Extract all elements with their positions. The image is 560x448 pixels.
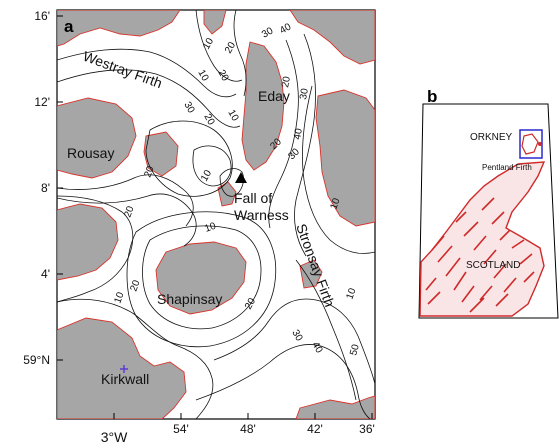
depth-label: 40 [278,21,294,36]
panel-a-letter: a [64,17,74,36]
triangle-icon [235,172,247,183]
depth-label: 50 [348,343,362,357]
contour-kirkwall [57,298,214,419]
depth-label: 20 [243,296,258,312]
label-shapinsay: Shapinsay [157,291,222,307]
depth-label: 20 [201,112,216,128]
depth-label: 30 [289,328,304,344]
land-stronsay [315,89,375,227]
contour-mainland-west [57,195,134,303]
depth-label: 10 [195,68,210,84]
contour-north-channel-2 [233,10,247,97]
contour-centre-loop-2 [192,145,232,187]
depth-label: 30 [298,87,311,100]
depth-label: 30 [260,25,276,40]
land-rousay [57,97,137,179]
contour-rousay-ring-2 [57,193,197,247]
depth-label: 20 [128,278,142,293]
depth-label: 40 [292,127,305,140]
contour-westray [57,48,237,98]
contour-westray-2 [57,69,241,128]
depth-label: 40 [309,340,324,356]
depth-label: 20 [142,164,156,179]
land-islet-east [299,259,323,289]
contour-stronsay-west [302,85,375,254]
lon-label-42: 42' [307,422,323,436]
depth-label: 20 [280,75,293,88]
lat-label-8: 8' [41,181,50,195]
contour-east-deep [295,259,357,401]
land-bottom-right [295,395,375,419]
depth-label: 10 [203,221,218,235]
depth-label: 20 [223,40,238,56]
label-pentland-firth: Pentland Firth [482,163,532,172]
panel-b-letter: b [427,87,437,106]
label-scotland: SCOTLAND [466,260,520,271]
label-fall-of: Fall of [234,190,272,206]
lon-label-48: 48' [240,422,256,436]
label-warness: Warness [234,207,289,223]
depth-label: 20 [215,68,230,84]
panel-a-map: 16' 12' 8' 4' 59°N 3°W 54' 48' 42' 36' a… [23,9,376,445]
depth-label: 10 [225,108,240,124]
orkney-islands [521,133,539,155]
kirkwall-marker-icon [120,365,128,373]
label-kirkwall: Kirkwall [101,371,149,387]
contour-eday-east-2 [294,33,316,257]
contour-rousay-ring [57,174,194,227]
contour-centre-loop [145,120,233,197]
contour-eday-east [268,39,299,229]
scotland-mainland [419,161,546,317]
land-north-islet [203,10,227,35]
land-egilsay [143,131,179,177]
depth-label: 30 [181,100,196,116]
land-westray-south [57,10,181,47]
depth-label: 10 [199,168,214,184]
lon-label-54: 54' [173,422,189,436]
contour-south-channel [213,298,375,385]
depth-label: 10 [112,290,126,305]
contour-south-channel-2 [195,344,371,419]
lat-label-4: 4' [41,267,50,281]
depth-label: 10 [344,286,358,301]
depth-label: 20 [122,204,136,219]
lon-axis: 3°W 54' 48' 42' 36' [101,413,375,445]
lat-label-59n: 59°N [23,353,50,367]
lon-label-3w: 3°W [101,429,128,445]
depth-label: 10 [201,36,216,52]
lat-label-12: 12' [34,95,50,109]
lat-label-16: 16' [34,9,50,23]
contour-shapinsay-ring-2 [126,211,277,348]
lat-axis: 16' 12' 8' 4' 59°N [23,9,63,367]
contour-shapinsay-ring [142,225,262,330]
depth-label: 10 [328,196,342,211]
land-mainland-west [57,203,119,281]
contour-falls [219,168,244,197]
land-shapinsay [155,241,247,315]
land-eday [241,41,285,171]
contour-north-channel [195,10,243,82]
label-eday: Eday [258,88,290,104]
lon-label-36: 36' [359,422,375,436]
label-rousay: Rousay [67,145,114,161]
panel-b-map: b ORKNEY Pentland Firth SCOTLAND [418,87,559,319]
orkney-islet [538,142,542,146]
label-orkney: ORKNEY [470,132,513,143]
land-north-right [289,10,375,65]
